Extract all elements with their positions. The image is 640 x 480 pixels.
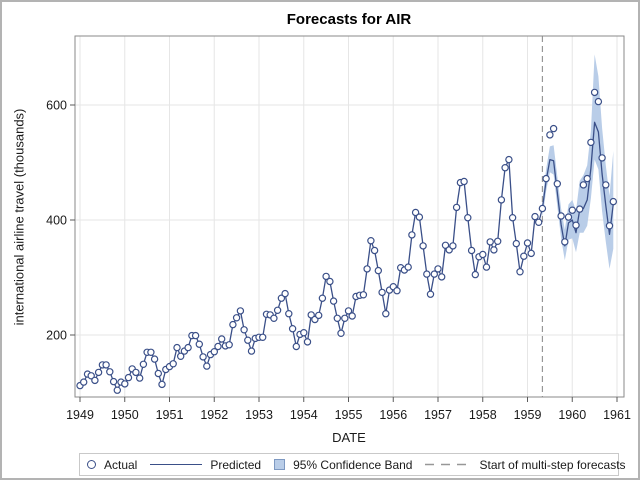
y-tick-label: 600 xyxy=(46,99,67,113)
gridlines xyxy=(75,36,624,397)
x-tick-label: 1953 xyxy=(245,408,273,422)
actual-markers xyxy=(76,88,618,394)
legend-item-actual: Actual xyxy=(87,458,137,472)
plot-frame xyxy=(74,35,625,398)
confidence-band-icon xyxy=(274,459,286,470)
legend-item-confidence-band: 95% Confidence Band xyxy=(274,458,412,472)
predicted-line-icon xyxy=(150,464,203,465)
axis-tick-labels: 1949 1950 1951 1952 1953 1954 1955 1956 1957 1958… xyxy=(46,99,631,423)
axis-ticks xyxy=(70,104,618,402)
x-tick-label: 1959 xyxy=(514,408,542,422)
x-tick-label: 1954 xyxy=(290,408,318,422)
x-tick-label: 1955 xyxy=(335,408,363,422)
legend-label-forecast-start: Start of multi-step forecasts xyxy=(479,457,626,472)
confidence-band xyxy=(542,54,614,269)
x-tick-label: 1957 xyxy=(424,408,452,422)
legend: Actual Predicted 95% Confidence Band Sta… xyxy=(79,453,626,476)
y-tick-label: 400 xyxy=(46,214,67,228)
y-axis-label: international airline travel (thousands) xyxy=(11,108,27,326)
y-tick-label: 200 xyxy=(46,329,67,343)
legend-label-predicted: Predicted xyxy=(210,457,262,472)
x-tick-label: 1952 xyxy=(200,408,228,422)
legend-label-confidence-band: 95% Confidence Band xyxy=(293,457,413,472)
legend-item-forecast-start: Start of multi-step forecasts xyxy=(425,457,626,472)
chart-title: Forecasts for AIR xyxy=(286,11,412,28)
x-tick-label: 1949 xyxy=(66,408,94,422)
x-tick-label: 1961 xyxy=(603,408,631,422)
legend-item-predicted: Predicted xyxy=(150,458,261,472)
actual-marker-icon xyxy=(87,460,96,469)
x-tick-label: 1951 xyxy=(156,408,184,422)
legend-label-actual: Actual xyxy=(104,457,138,472)
x-axis-label: DATE xyxy=(332,430,366,445)
dashed-line-icon xyxy=(425,463,472,466)
x-tick-label: 1958 xyxy=(469,408,497,422)
x-tick-label: 1956 xyxy=(379,408,407,422)
x-tick-label: 1950 xyxy=(111,408,139,422)
x-tick-label: 1960 xyxy=(558,408,586,422)
